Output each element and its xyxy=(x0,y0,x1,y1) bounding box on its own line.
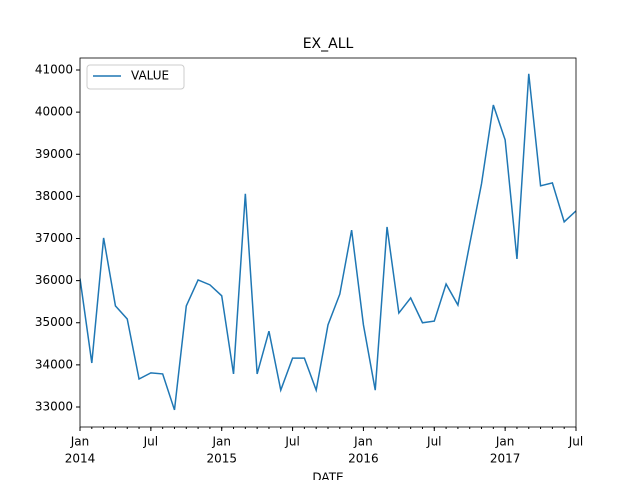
line-series xyxy=(80,73,576,411)
x-tick-year-label: 2017 xyxy=(490,452,521,466)
x-tick-label: Jan xyxy=(70,435,90,449)
x-tick-label: Jan xyxy=(495,435,515,449)
x-tick-year-label: 2015 xyxy=(206,452,237,466)
legend-label: VALUE xyxy=(131,69,169,83)
y-tick-label: 34000 xyxy=(35,357,73,371)
chart-title: EX_ALL xyxy=(303,36,354,52)
plot-frame xyxy=(79,57,577,428)
x-tick-label: Jan xyxy=(353,435,373,449)
x-tick-label: Jul xyxy=(568,435,583,449)
y-tick-label: 41000 xyxy=(35,63,73,77)
x-axis-label: DATE xyxy=(312,471,343,481)
y-tick-label: 40000 xyxy=(35,105,73,119)
legend-box xyxy=(86,64,185,90)
y-tick-label: 38000 xyxy=(35,189,73,203)
x-tick-label: Jul xyxy=(284,435,299,449)
x-tick-label: Jan xyxy=(211,435,231,449)
y-tick-label: 35000 xyxy=(35,315,73,329)
y-tick-label: 37000 xyxy=(35,231,73,245)
y-tick-label: 33000 xyxy=(35,399,73,413)
y-tick-label: 39000 xyxy=(35,147,73,161)
y-tick-label: 36000 xyxy=(35,273,73,287)
x-tick-year-label: 2016 xyxy=(348,452,379,466)
x-tick-year-label: 2014 xyxy=(65,452,96,466)
x-tick-label: Jul xyxy=(143,435,158,449)
x-tick-label: Jul xyxy=(426,435,441,449)
